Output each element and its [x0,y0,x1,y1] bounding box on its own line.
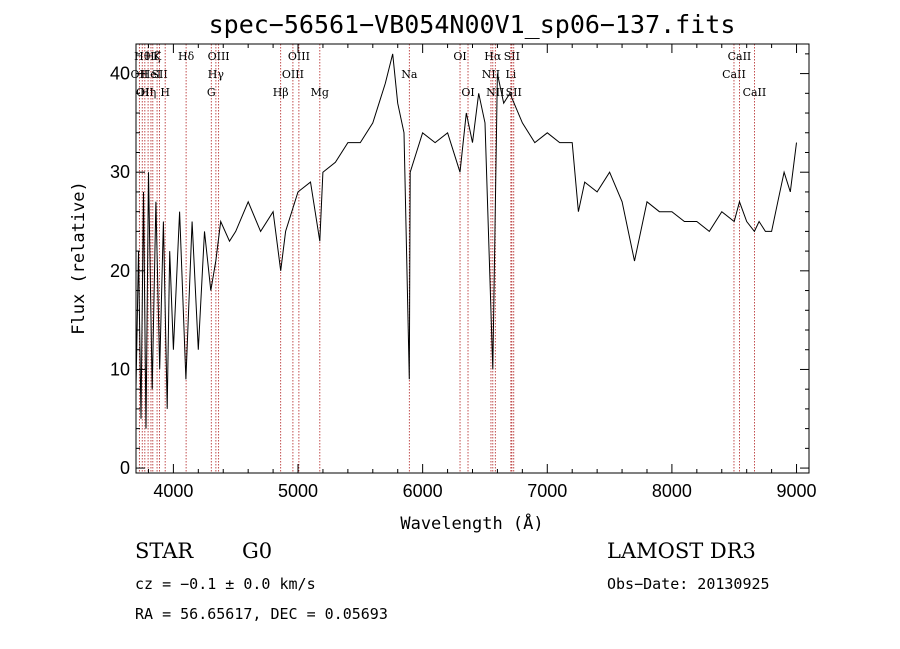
observation-date: Obs−Date: 20130925 [607,575,770,593]
y-tick-label: 20 [110,261,130,281]
spectral-line-label: OIII [288,50,310,63]
y-tick-label: 0 [120,458,130,478]
x-axis-label: Wavelength (Å) [400,512,543,534]
spectral-line-label: SII [151,68,167,81]
spectral-line-label: K [153,50,162,63]
spectral-line-label: OII [136,86,154,99]
spectral-line-label: Li [505,68,516,81]
x-tick-label: 6000 [403,481,443,501]
spectral-line-label: Hη [140,86,156,99]
spectral-line-label: SII [504,50,520,63]
spectral-line-label: CaII [728,50,752,63]
axis-ticks: 4000 5000 6000 7000 8000 9000 0 10 20 30 40 [110,44,817,501]
y-tick-label: 40 [110,64,130,84]
plot-frame [135,43,810,474]
spectral-line-label: OI [461,86,474,99]
spectral-line-label: G [207,86,216,99]
x-tick-label: 9000 [777,481,817,501]
spectral-line-label: OIII [282,68,304,81]
x-tick-label: 8000 [652,481,692,501]
object-subclass: G0 [242,539,272,563]
spectral-line-label: OI [453,50,466,63]
spectral-line-label: Hδ [178,50,195,63]
spectral-line-label: NII [486,86,504,99]
redshift-readout: cz = −0.1 ± 0.0 km/s [135,575,316,593]
x-tick-label: 4000 [153,481,193,501]
survey-name: LAMOST DR3 [607,539,756,563]
spectral-line-label: Hθ [134,50,151,63]
flux-series-line [135,53,797,429]
spectral-line-label: OII [131,68,149,81]
chart-title: spec−56561−VB054N00V1_sp06−137.fits [209,10,736,39]
spectral-line-label: OIII [208,50,230,63]
spectral-line-label: Hα [484,50,502,63]
spectral-line-label: Hβ [273,86,289,99]
x-tick-label: 7000 [527,481,567,501]
y-tick-label: 30 [110,162,130,182]
spectral-line-label: Hγ [208,68,225,81]
y-tick-label: 10 [110,359,130,379]
x-tick-label: 5000 [278,481,318,501]
spectral-line-label: Na [401,68,418,81]
spectral-line-label: H [160,86,170,99]
y-axis-label: Flux (relative) [69,181,89,335]
spectral-line-label: CaII [722,68,746,81]
line-markers: OIIHθOIIHηHeIHζKSIIHHδGHγOIIIHβOIIIOIIIM… [131,44,767,473]
spectral-line-label: CaII [743,86,767,99]
spectral-line-label: SII [506,86,522,99]
ra-dec-readout: RA = 56.65617, DEC = 0.05693 [135,605,388,623]
object-class: STAR [135,539,194,563]
spectral-line-label: Mg [311,86,329,99]
spectral-line-label: HeI [141,68,161,81]
